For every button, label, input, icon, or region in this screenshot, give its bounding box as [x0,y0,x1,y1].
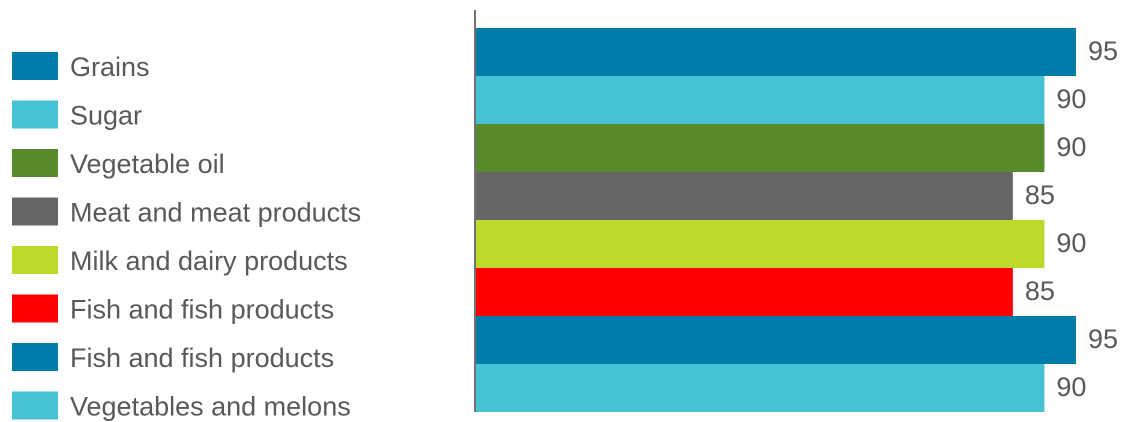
legend-swatch-6 [12,294,58,323]
legend-swatch-1 [12,52,58,80]
data-label-3: 90 [1056,132,1086,162]
legend-swatch-7 [12,343,58,371]
data-label-2: 90 [1056,84,1086,114]
bar-6 [476,268,1013,316]
bar-7 [476,316,1076,364]
legend-label-3: Vegetable oil [70,149,225,179]
bar-5 [476,220,1045,268]
legend-label-1: Grains [70,52,150,82]
legend-label-2: Sugar [70,101,142,131]
bar-2 [476,76,1045,124]
legend-label-7: Fish and fish products [70,343,334,373]
legend-swatch-3 [12,149,58,177]
legend-label-5: Milk and dairy products [70,246,348,276]
data-label-4: 85 [1025,180,1055,210]
legend-label-4: Meat and meat products [70,198,361,228]
legend-swatch-8 [12,391,58,420]
data-label-7: 95 [1088,324,1118,354]
data-label-5: 90 [1056,228,1086,258]
legend-swatch-2 [12,100,58,129]
legend-label-6: Fish and fish products [70,295,334,325]
legend-label-8: Vegetables and melons [70,392,351,422]
bar-1 [476,28,1076,76]
data-label-1: 95 [1088,36,1118,66]
legend-swatch-5 [12,246,58,274]
data-label-6: 85 [1025,276,1055,306]
bar-8 [476,364,1045,412]
bar-4 [476,172,1013,220]
legend-swatch-4 [12,197,58,226]
data-label-8: 90 [1056,372,1086,402]
bar-3 [476,124,1045,172]
